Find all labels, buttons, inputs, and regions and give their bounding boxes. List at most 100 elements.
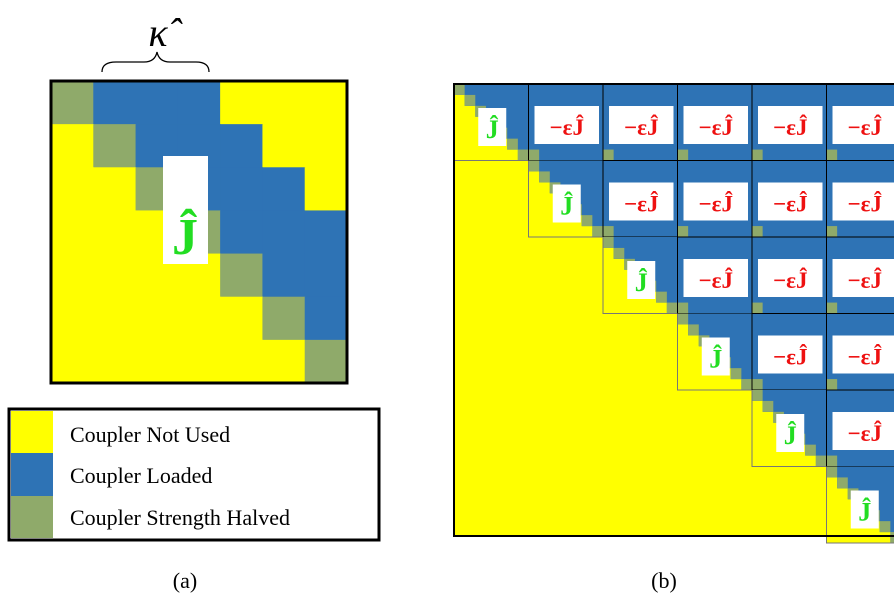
- halved-cell: [592, 226, 603, 237]
- matrix-a-cell: [51, 210, 94, 255]
- diag-label-box: [627, 261, 656, 299]
- halved-cell: [752, 379, 763, 390]
- legend: Coupler Not Used Coupler Loaded Coupler …: [7, 407, 381, 542]
- panel-b: Ĵ −εĴ −εĴ −εĴ −εĴ −εĴ Ĵ −εĴ −εĴ −εĴ −εĴ Ĵ −εĴ −εĴ −εĴ Ĵ…: [453, 83, 894, 593]
- diag-label: Ĵ: [709, 345, 722, 374]
- offdiag-label: −εĴ: [848, 267, 882, 293]
- matrix-a-cell: [93, 296, 137, 341]
- matrix-a-cell: [51, 339, 94, 384]
- halved-cell: [603, 237, 614, 248]
- offdiag-block: −εĴ: [826, 83, 894, 161]
- halved-cell: [826, 466, 838, 478]
- offdiag-label: −εĴ: [848, 114, 882, 140]
- coupler-matrix-a: [51, 81, 348, 384]
- matrix-a-border: [49, 79, 349, 385]
- diag-block: Ĵ: [453, 84, 529, 161]
- halved-cell: [677, 149, 689, 161]
- halved-cell: [528, 160, 540, 172]
- diag-block: Ĵ: [602, 237, 678, 314]
- matrix-a-cell: [304, 339, 348, 384]
- halved-cell: [752, 390, 763, 401]
- legend-border: [7, 407, 381, 542]
- halved-cell: [752, 302, 763, 314]
- block-outline: [528, 160, 603, 238]
- offdiag-block: −εĴ: [677, 83, 753, 161]
- offdiag-block: −εĴ: [751, 313, 827, 391]
- offdiag-label-box: [609, 182, 674, 221]
- offdiag-block: −εĴ: [751, 160, 827, 238]
- offdiag-block: −εĴ: [826, 313, 894, 391]
- j-label-box: [163, 156, 208, 264]
- offdiag-block: −εĴ: [751, 83, 827, 161]
- matrix-a-cell: [93, 167, 137, 212]
- offdiag-label: −εĴ: [773, 267, 807, 293]
- offdiag-block: −εĴ: [602, 83, 678, 161]
- block-matrix-b: Ĵ −εĴ −εĴ −εĴ −εĴ −εĴ Ĵ −εĴ −εĴ −εĴ −εĴ Ĵ −εĴ −εĴ −εĴ Ĵ…: [453, 83, 894, 544]
- offdiag-block: −εĴ: [528, 83, 604, 161]
- offdiag-label: −εĴ: [550, 114, 584, 140]
- offdiag-label: −εĴ: [699, 114, 733, 140]
- offdiag-block: −εĴ: [602, 160, 678, 238]
- halved-cell: [677, 226, 689, 237]
- offdiag-label-box: [832, 335, 894, 374]
- diag-label: Ĵ: [858, 498, 871, 527]
- matrix-a-cell: [177, 296, 221, 341]
- legend-swatch-loaded: [11, 453, 53, 496]
- halved-cell: [837, 477, 848, 489]
- matrix-a-cell: [262, 339, 306, 384]
- halved-cell: [539, 171, 550, 183]
- offdiag-label: −εĴ: [773, 344, 807, 370]
- matrix-a-cell: [135, 81, 179, 125]
- offdiag-label: −εĴ: [848, 191, 882, 217]
- matrix-a-cell: [262, 210, 306, 255]
- offdiag-label-box: [758, 182, 823, 221]
- matrix-a-cell: [135, 296, 179, 341]
- halved-cell: [826, 379, 838, 390]
- offdiag-label: −εĴ: [699, 191, 733, 217]
- diag-label: Ĵ: [560, 192, 573, 221]
- matrix-a-cell: [220, 296, 264, 341]
- offdiag-label-box: [832, 106, 894, 144]
- halved-cell: [666, 302, 678, 314]
- offdiag-label: −εĴ: [848, 344, 882, 370]
- halved-cell: [613, 247, 625, 259]
- legend-swatch-unused: [11, 411, 53, 453]
- matrix-a-cell: [93, 124, 137, 168]
- diag-label-box: [776, 414, 805, 452]
- offdiag-label-box: [683, 106, 748, 144]
- legend-label-halved: Coupler Strength Halved: [70, 505, 290, 530]
- offdiag-label: −εĴ: [848, 420, 882, 446]
- halved-cell: [454, 84, 465, 95]
- matrix-a-cell: [135, 339, 179, 384]
- offdiag-label-box: [832, 259, 894, 297]
- halved-cell: [741, 379, 752, 390]
- diag-label-box: [850, 490, 879, 529]
- matrix-a-cell: [220, 210, 264, 255]
- halved-cell: [581, 215, 593, 227]
- offdiag-label: −εĴ: [624, 191, 658, 217]
- matrix-a-cell: [220, 124, 264, 168]
- halved-cell: [730, 368, 742, 380]
- halved-cell: [677, 313, 689, 325]
- offdiag-block: −εĴ: [677, 236, 753, 314]
- offdiag-block: −εĴ: [826, 160, 894, 238]
- matrix-a-cell: [177, 339, 221, 384]
- matrix-a-cell: [304, 296, 348, 341]
- diag-block: Ĵ: [751, 390, 827, 467]
- halved-cell: [826, 149, 838, 161]
- halved-cell: [805, 444, 816, 456]
- diag-block: Ĵ: [826, 466, 894, 544]
- matrix-a-cell: [51, 124, 94, 168]
- matrix-a-cell: [93, 210, 137, 255]
- j-label: Ĵ: [172, 208, 198, 266]
- halved-cell: [815, 455, 827, 467]
- matrix-a-cell: [177, 81, 221, 125]
- caption-b: (b): [651, 568, 677, 593]
- matrix-a-cell: [93, 339, 137, 384]
- offdiag-label-box: [758, 106, 823, 144]
- block-outline: [602, 237, 678, 314]
- halved-cell: [826, 302, 838, 314]
- offdiag-block: −εĴ: [826, 236, 894, 314]
- diag-label-box: [478, 108, 507, 146]
